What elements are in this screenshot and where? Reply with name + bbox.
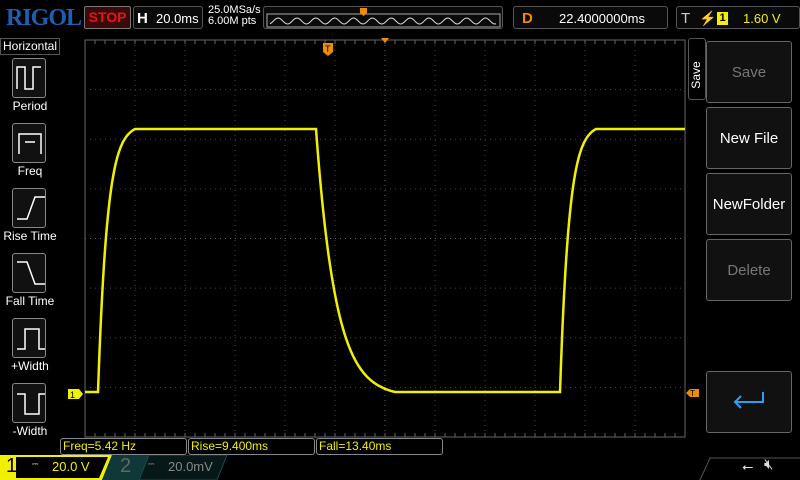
center-marker-icon — [381, 38, 389, 43]
dc-coupling-icon: ⎓ — [148, 459, 155, 468]
run-stop-button[interactable]: STOP — [84, 6, 131, 29]
menu-button-save: Save — [706, 41, 792, 103]
positive-width-icon — [17, 328, 45, 350]
freq-icon — [18, 133, 42, 154]
trigger-source: 1 — [717, 12, 728, 25]
menu-item-label: Period — [12, 99, 48, 113]
menu-button-delete: Delete — [706, 239, 792, 301]
menu-button-new-file[interactable]: New File — [706, 107, 792, 169]
channel-1-waveform — [85, 127, 685, 394]
delay-label: D — [522, 10, 533, 27]
horizontal-timebase[interactable]: H 20.0ms — [133, 6, 203, 29]
usb-icon: ⭠ — [742, 458, 754, 474]
sample-rate: 25.0MSa/s — [208, 4, 261, 16]
menu-button-label: New File — [719, 129, 779, 147]
ch1-marker-label: 1 — [70, 390, 75, 400]
trigger-label: T — [681, 10, 691, 27]
rise-time-icon — [17, 196, 45, 220]
menu-button-newfolder[interactable]: NewFolder — [706, 173, 792, 235]
acquisition-info: 25.0MSa/s 6.00M pts — [208, 5, 261, 27]
menu-item--width[interactable] — [12, 318, 46, 358]
menu-button-label: NewFolder — [712, 195, 786, 213]
trigger-level-marker[interactable]: T — [686, 389, 699, 398]
menu-item-label: -Width — [12, 424, 48, 438]
fall-time-icon — [17, 261, 45, 285]
menu-item-label: Freq — [17, 164, 43, 178]
channel-2-button[interactable]: 2 — [120, 455, 132, 477]
menu-button-label: Save — [731, 63, 767, 81]
rising-edge-icon: ⚡ — [699, 10, 717, 26]
grid — [84, 39, 686, 438]
channel-2-scale[interactable]: 20.0mV — [168, 459, 213, 474]
menu-item-freq[interactable] — [12, 123, 46, 163]
menu-item-rise-time[interactable] — [12, 188, 46, 228]
ch1-ground-marker[interactable]: 1 — [68, 389, 83, 400]
trigger-display[interactable]: T ⚡ 1 1.60 V — [676, 6, 800, 29]
memory-waveform-icon — [266, 8, 501, 28]
enter-icon-wrap — [707, 372, 791, 432]
speaker-muted-icon[interactable]: 🔇︎ — [764, 456, 774, 473]
delay-display[interactable]: D 22.4000000ms — [513, 6, 668, 29]
menu-item-label: +Width — [11, 359, 49, 373]
period-icon — [16, 66, 41, 90]
negative-width-icon — [17, 393, 45, 415]
measurement-fall[interactable]: Fall=13.40ms — [316, 438, 443, 455]
menu-button-label: Delete — [727, 261, 771, 279]
enter-button[interactable] — [706, 371, 792, 433]
save-menu: Save — [688, 38, 800, 438]
menu-item-period[interactable] — [12, 58, 46, 98]
horizontal-label: H — [137, 10, 148, 27]
menu-item-fall-time[interactable] — [12, 253, 46, 293]
menu-item--width[interactable] — [12, 383, 46, 423]
channel-1-scale[interactable]: 20.0 V — [52, 459, 90, 474]
trigger-position-label: T — [325, 44, 331, 54]
horizontal-menu: Horizontal — [0, 38, 60, 438]
menu-item-label: Fall Time — [5, 294, 55, 308]
channel-bar — [0, 455, 800, 480]
delay-value: 22.4000000ms — [559, 11, 646, 26]
rigol-logo: RIGOL — [6, 5, 82, 31]
measurement-rise[interactable]: Rise=9.400ms — [188, 438, 315, 455]
memory-depth: 6.00M pts — [208, 15, 257, 27]
memory-overview-strip — [263, 6, 503, 29]
measurement-freq[interactable]: Freq=5.42 Hz — [60, 438, 187, 455]
trigger-level-label: T — [690, 389, 695, 398]
menu-title: Save — [689, 61, 703, 89]
enter-icon — [733, 392, 764, 409]
dc-coupling-icon: ⎓ — [32, 459, 39, 468]
menu-item-label: Rise Time — [3, 229, 57, 243]
trigger-level: 1.60 V — [743, 11, 781, 26]
channel-1-button[interactable]: 1 — [6, 455, 18, 477]
timebase-value: 20.0ms — [156, 11, 199, 26]
trigger-position-marker[interactable]: T — [323, 43, 333, 56]
menu-title: Horizontal — [0, 38, 60, 55]
